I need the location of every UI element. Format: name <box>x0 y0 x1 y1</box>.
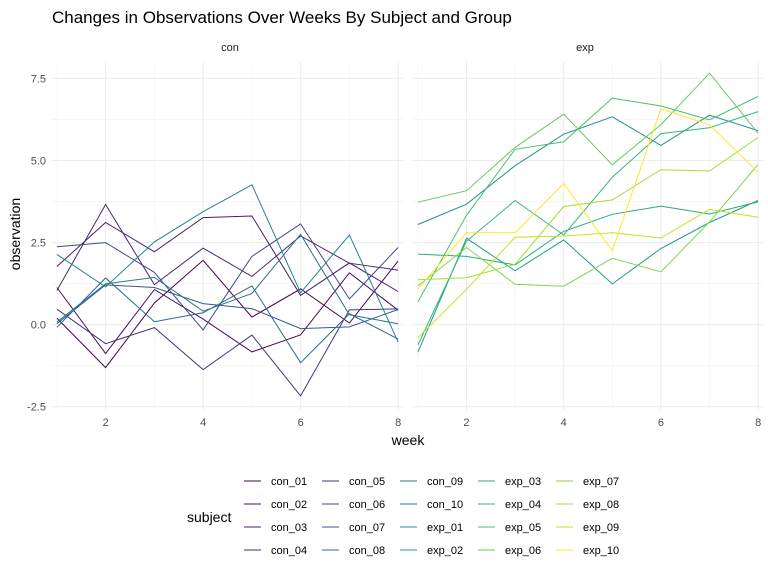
legend-label-exp_04: exp_04 <box>505 499 541 511</box>
legend-label-con_02: con_02 <box>271 499 307 511</box>
x-tick-label-con: 2 <box>103 417 109 429</box>
series-line-con_08 <box>56 277 399 364</box>
legend-label-con_08: con_08 <box>349 545 385 557</box>
facet-label-exp: exp <box>576 42 594 54</box>
legend-label-con_09: con_09 <box>427 476 463 488</box>
legend-label-con_10: con_10 <box>427 499 463 511</box>
y-tick-label: 2.5 <box>31 238 46 250</box>
x-tick-label-con: 8 <box>395 417 401 429</box>
series-line-con_06 <box>56 223 399 331</box>
legend-label-exp_06: exp_06 <box>505 545 541 557</box>
x-tick-label-exp: 8 <box>755 417 761 429</box>
y-tick-label: 0.0 <box>31 320 46 332</box>
legend-label-exp_02: exp_02 <box>427 545 463 557</box>
series-line-con_10 <box>56 184 399 343</box>
legend-label-exp_07: exp_07 <box>583 476 619 488</box>
x-tick-label-exp: 2 <box>463 417 469 429</box>
legend-label-exp_08: exp_08 <box>583 499 619 511</box>
legend-label-exp_05: exp_05 <box>505 522 541 534</box>
legend-label-con_01: con_01 <box>271 476 307 488</box>
x-tick-label-exp: 4 <box>561 417 567 429</box>
chart-title: Changes in Observations Over Weeks By Su… <box>52 8 512 27</box>
series-line-con_03 <box>56 215 399 297</box>
x-axis-title: week <box>391 432 426 448</box>
series-line-exp_03 <box>417 201 759 266</box>
legend-label-con_04: con_04 <box>271 545 307 557</box>
series-line-exp_07 <box>417 164 759 287</box>
facet-label-con: con <box>221 42 239 54</box>
x-tick-label-exp: 6 <box>658 417 664 429</box>
series-line-exp_04 <box>417 111 759 346</box>
y-tick-label: -2.5 <box>27 402 46 414</box>
legend-title: subject <box>187 509 231 525</box>
legend-label-exp_03: exp_03 <box>505 476 541 488</box>
x-tick-label-con: 6 <box>298 417 304 429</box>
legend-label-con_05: con_05 <box>349 476 385 488</box>
series-line-exp_05 <box>417 96 759 302</box>
legend-label-exp_01: exp_01 <box>427 522 463 534</box>
legend-label-exp_09: exp_09 <box>583 522 619 534</box>
legend-label-con_07: con_07 <box>349 522 385 534</box>
series-layer <box>56 72 759 397</box>
series-line-con_04 <box>56 203 399 291</box>
grid-layer <box>52 62 763 410</box>
series-line-con_05 <box>56 308 399 397</box>
y-tick-label: 5.0 <box>31 155 46 167</box>
y-axis-title: observation <box>7 198 23 270</box>
legend-label-con_03: con_03 <box>271 522 307 534</box>
series-line-exp_10 <box>417 108 759 290</box>
legend: con_01 con_02 con_03 con_04 con_05 con_06 con_… <box>244 476 619 557</box>
legend-label-con_06: con_06 <box>349 499 385 511</box>
series-line-con_01 <box>56 259 399 369</box>
series-line-exp_09 <box>417 208 759 339</box>
series-line-exp_01 <box>417 114 759 225</box>
y-tick-label: 7.5 <box>31 73 46 85</box>
series-line-con_09 <box>56 233 399 325</box>
series-line-exp_02 <box>417 200 759 353</box>
axis-layer: 2 4 6 8 2 4 6 8 -2.5 0.0 2.5 5.0 7.5 <box>27 73 761 429</box>
series-line-exp_08 <box>417 137 759 281</box>
series-line-con_07 <box>56 284 399 330</box>
x-tick-label-con: 4 <box>200 417 206 429</box>
legend-label-exp_10: exp_10 <box>583 545 619 557</box>
series-line-con_02 <box>56 272 399 355</box>
series-line-exp_06 <box>417 72 759 203</box>
